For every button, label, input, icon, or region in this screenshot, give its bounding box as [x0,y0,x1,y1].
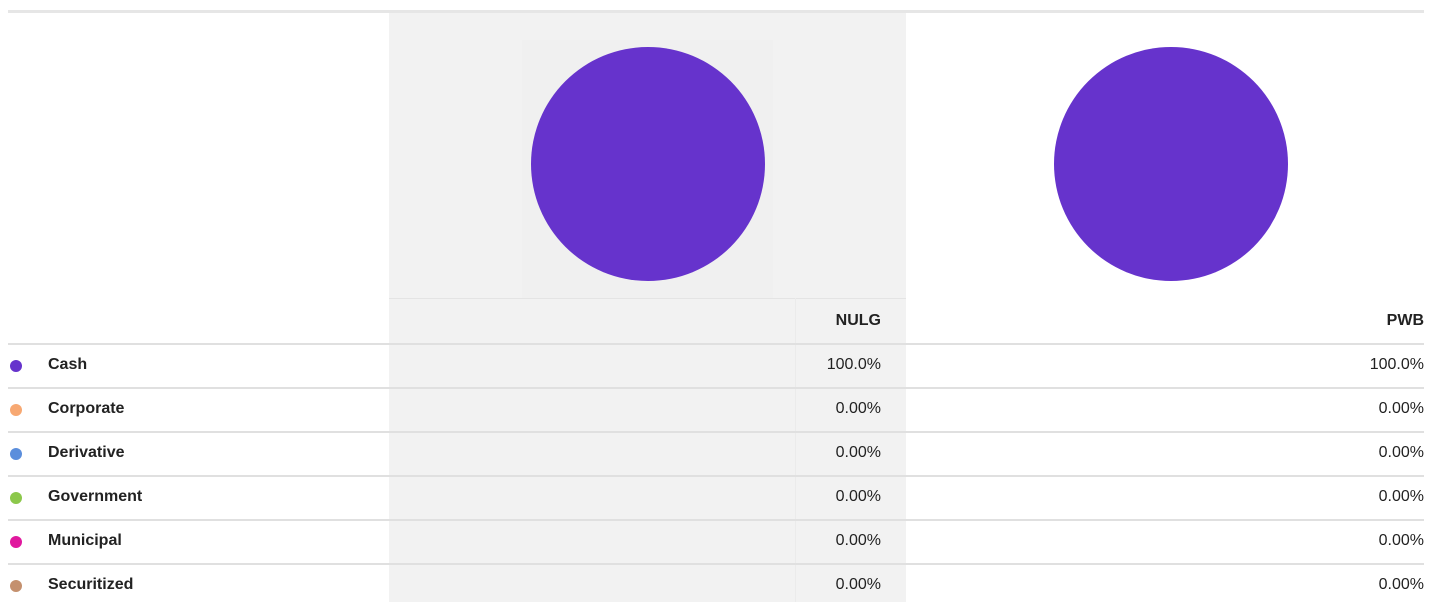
column-split [795,298,796,602]
cell-value: 0.00% [1378,532,1424,549]
legend-dot [10,580,22,592]
cell-value: 0.00% [1378,488,1424,505]
legend-dot [10,404,22,416]
cell-value: 0.00% [835,400,881,417]
legend-dot [10,360,22,372]
cell-value: 0.00% [835,532,881,549]
cell-value: 100.0% [1369,356,1424,373]
row-label: Cash [48,356,88,373]
cell-value: 0.00% [835,488,881,505]
top-border [8,10,1424,13]
row-divider [8,431,1424,433]
cell-value: 100.0% [826,356,881,373]
cell-value: 0.00% [835,576,881,593]
row-label: Municipal [48,532,122,549]
legend-dot [10,536,22,548]
column-header: NULG [835,312,881,329]
pie-slice [1054,47,1288,281]
header-line [389,298,906,299]
row-divider [8,563,1424,565]
row-label: Corporate [48,400,125,417]
row-label: Government [48,488,143,505]
pie-slice [531,47,765,281]
cell-value: 0.00% [835,444,881,461]
row-divider [8,519,1424,521]
row-divider [8,387,1424,389]
row-label: Securitized [48,576,134,593]
column-header: PWB [1386,312,1424,329]
cell-value: 0.00% [1378,400,1424,417]
cell-value: 0.00% [1378,576,1424,593]
row-divider [8,343,1424,345]
legend-dot [10,492,22,504]
row-label: Derivative [48,444,125,461]
row-divider [8,475,1424,477]
legend-dot [10,448,22,460]
cell-value: 0.00% [1378,444,1424,461]
